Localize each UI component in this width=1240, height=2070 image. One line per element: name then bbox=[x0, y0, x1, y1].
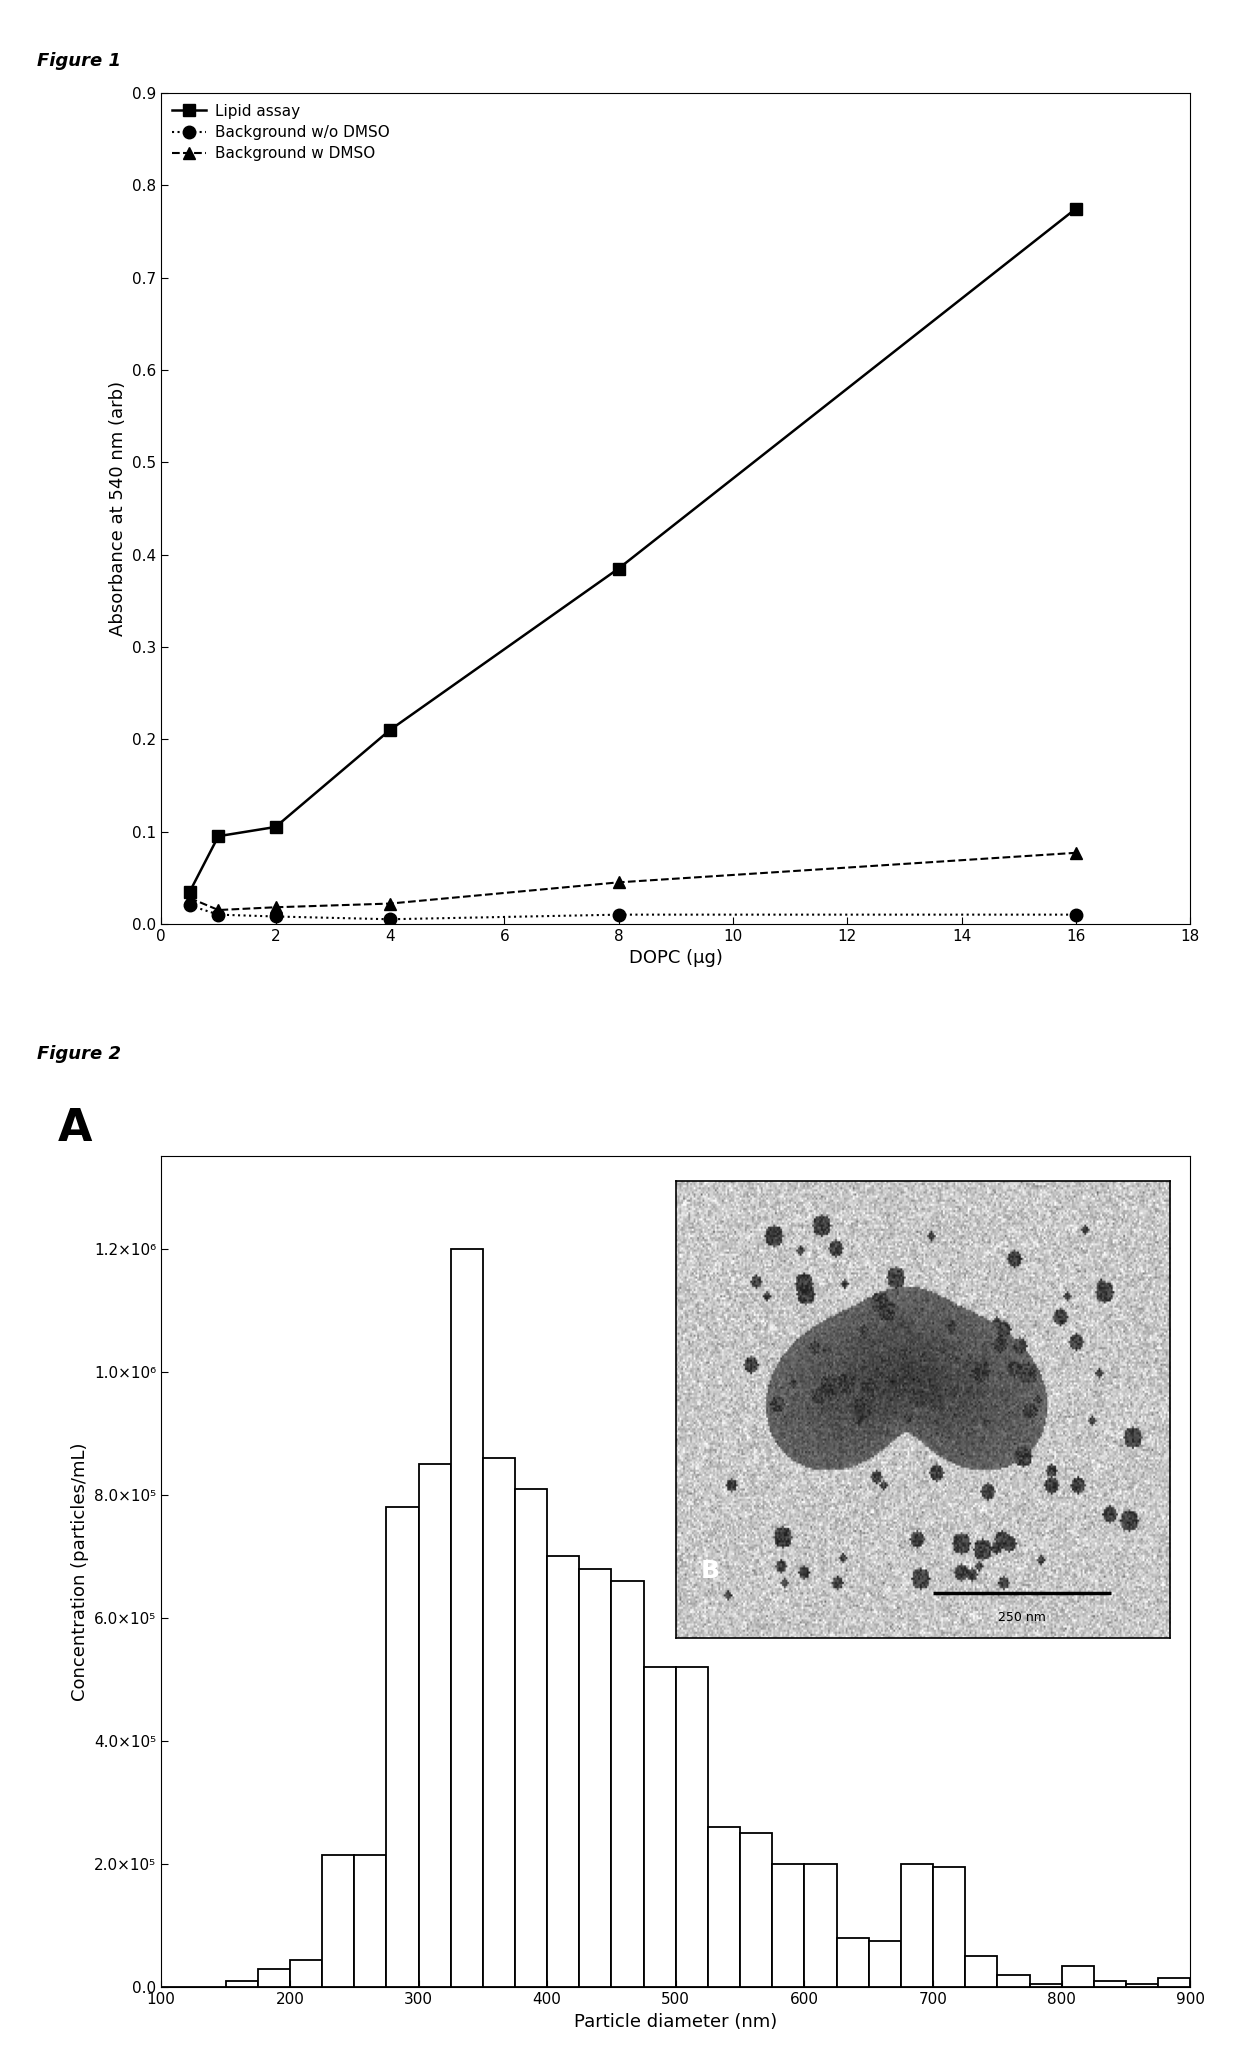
Lipid assay bbox=[211, 824, 226, 849]
Bar bbox=[419, 1463, 450, 1987]
Background w/o DMSO bbox=[182, 892, 197, 917]
Background w/o DMSO bbox=[211, 903, 226, 927]
Bar bbox=[515, 1488, 547, 1987]
Bar bbox=[773, 1865, 805, 1987]
Bar bbox=[805, 1865, 837, 1987]
Text: Figure 2: Figure 2 bbox=[37, 1045, 122, 1064]
Bar bbox=[837, 1938, 869, 1987]
Bar bbox=[1126, 1985, 1158, 1987]
Line: Background w/o DMSO: Background w/o DMSO bbox=[184, 898, 1083, 925]
Y-axis label: Absorbance at 540 nm (arb): Absorbance at 540 nm (arb) bbox=[109, 381, 126, 635]
Lipid assay bbox=[268, 814, 283, 838]
Line: Background w DMSO: Background w DMSO bbox=[184, 847, 1083, 917]
Bar bbox=[355, 1855, 387, 1987]
Bar bbox=[579, 1569, 611, 1987]
Bar bbox=[1094, 1981, 1126, 1987]
Background w/o DMSO bbox=[611, 903, 626, 927]
Background w DMSO bbox=[182, 886, 197, 911]
Background w DMSO bbox=[382, 892, 397, 917]
Background w/o DMSO bbox=[382, 907, 397, 932]
Bar bbox=[740, 1834, 773, 1987]
Text: A: A bbox=[58, 1107, 93, 1149]
Background w/o DMSO bbox=[1069, 903, 1084, 927]
Background w DMSO bbox=[1069, 840, 1084, 865]
Bar bbox=[901, 1865, 932, 1987]
Legend: Lipid assay, Background w/o DMSO, Background w DMSO: Lipid assay, Background w/o DMSO, Backgr… bbox=[169, 101, 393, 164]
Line: Lipid assay: Lipid assay bbox=[184, 203, 1083, 898]
Lipid assay bbox=[182, 880, 197, 905]
Background w DMSO bbox=[211, 898, 226, 923]
Bar bbox=[611, 1581, 644, 1987]
Text: Figure 1: Figure 1 bbox=[37, 52, 122, 70]
Bar bbox=[1029, 1985, 1061, 1987]
Bar bbox=[997, 1975, 1029, 1987]
Bar bbox=[932, 1867, 965, 1987]
Bar bbox=[869, 1942, 901, 1987]
X-axis label: Particle diameter (nm): Particle diameter (nm) bbox=[574, 2012, 777, 2031]
Background w DMSO bbox=[268, 894, 283, 919]
Background w/o DMSO bbox=[268, 905, 283, 929]
Bar bbox=[226, 1981, 258, 1987]
Lipid assay bbox=[611, 557, 626, 582]
X-axis label: DOPC (μg): DOPC (μg) bbox=[629, 950, 723, 967]
Bar bbox=[547, 1557, 579, 1987]
Background w DMSO bbox=[611, 869, 626, 894]
Bar bbox=[450, 1248, 482, 1987]
Bar bbox=[708, 1828, 740, 1987]
Bar bbox=[644, 1666, 676, 1987]
Y-axis label: Concentration (particles/mL): Concentration (particles/mL) bbox=[71, 1443, 88, 1702]
Bar bbox=[258, 1969, 290, 1987]
Bar bbox=[387, 1507, 419, 1987]
Bar bbox=[482, 1457, 515, 1987]
Bar bbox=[1061, 1966, 1094, 1987]
Bar bbox=[1158, 1979, 1190, 1987]
Bar bbox=[965, 1956, 997, 1987]
Bar bbox=[322, 1855, 355, 1987]
Lipid assay bbox=[382, 718, 397, 743]
Bar bbox=[676, 1666, 708, 1987]
Lipid assay bbox=[1069, 197, 1084, 221]
Bar bbox=[290, 1960, 322, 1987]
